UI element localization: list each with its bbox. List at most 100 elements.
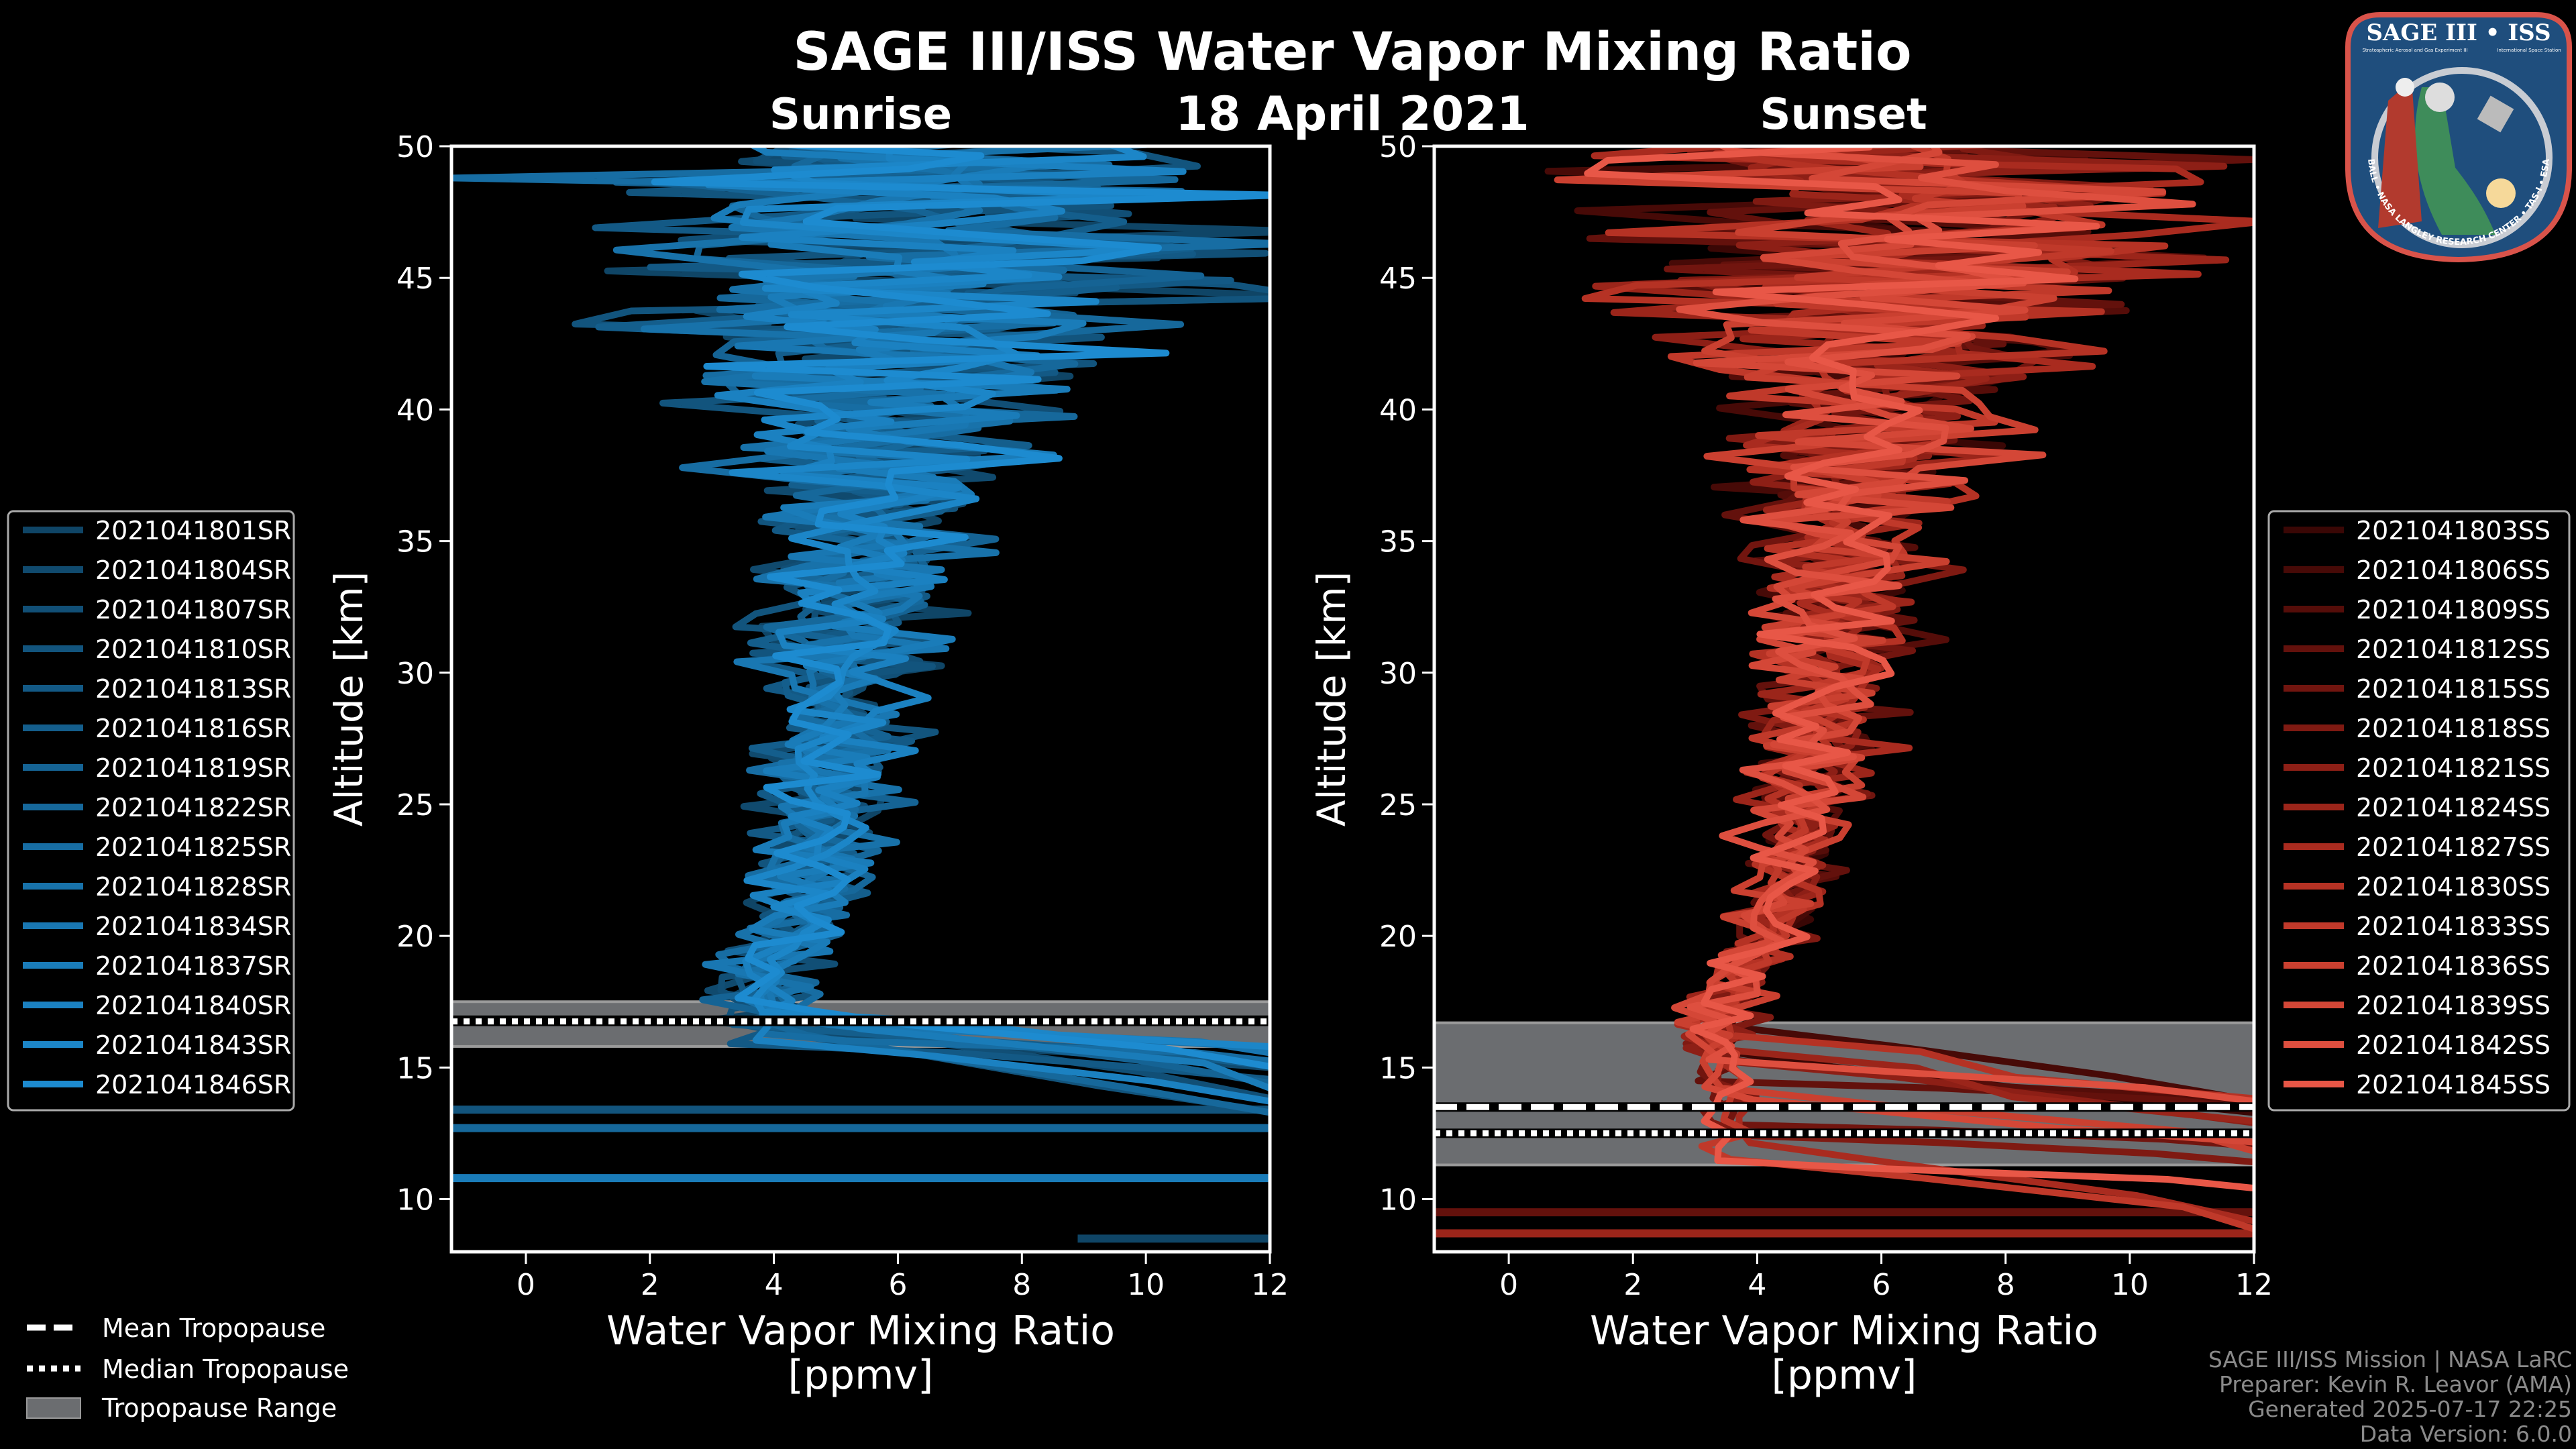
- y-tick-label: 45: [396, 262, 434, 296]
- y-tick-label: 35: [396, 525, 434, 559]
- y-tick-label: 25: [396, 788, 434, 822]
- legend-label: 2021041845SS: [2356, 1070, 2551, 1099]
- y-tick-label: 30: [396, 657, 434, 691]
- x-tick-label: 8: [1996, 1268, 2015, 1302]
- x-tick-label: 4: [765, 1268, 784, 1302]
- tropopause-range-swatch: [26, 1397, 81, 1419]
- y-axis-label: Altitude [km]: [1309, 572, 1354, 826]
- legend-label: 2021041843SR: [95, 1030, 291, 1060]
- x-axis-label: Water Vapor Mixing Ratio: [606, 1307, 1115, 1354]
- legend-label: 2021041819SR: [95, 753, 291, 783]
- panel-title-sunset: Sunset: [1760, 90, 1927, 140]
- y-tick-label: 40: [1379, 393, 1417, 427]
- logo-station: International Space Station: [2497, 48, 2561, 53]
- legend-sunset: 2021041803SS 2021041806SS 2021041809SS 2021…: [2267, 510, 2571, 1112]
- logo-title: SAGE III • ISS: [2366, 19, 2551, 46]
- plot-area: [1434, 146, 2254, 1238]
- axes-frame: [449, 144, 1272, 1254]
- legend-label: 2021041804SR: [95, 555, 291, 585]
- y-tick-label: 45: [1379, 262, 1417, 296]
- y-tick-label: 15: [396, 1051, 434, 1085]
- y-tick-label: 30: [1379, 657, 1417, 691]
- y-tick-label: 10: [396, 1183, 434, 1218]
- profile-line-2021041839SS: [1671, 146, 2254, 1146]
- footer-preparer: Preparer: Kevin R. Leavor (AMA): [2219, 1371, 2572, 1397]
- legend-label: 2021041840SR: [95, 991, 291, 1020]
- legend-label: 2021041809SS: [2356, 595, 2551, 625]
- legend-label: 2021041813SR: [95, 674, 291, 704]
- legend-label: 2021041816SR: [95, 714, 291, 743]
- legend-label: 2021041815SS: [2356, 674, 2551, 704]
- y-tick-label: 20: [396, 920, 434, 954]
- profile-line-2021041845SS: [1584, 146, 2254, 1192]
- legend-label: 2021041836SS: [2356, 951, 2551, 981]
- footer-data-version: Data Version: 6.0.0: [2360, 1421, 2572, 1447]
- legend-box: [7, 510, 295, 1112]
- footer-credits: SAGE III/ISS Mission | NASA LaRC Prepare…: [2208, 1346, 2572, 1447]
- x-axis-unit-label: [ppmv]: [788, 1352, 934, 1399]
- panel-sunrise: 0 2 4 6 8 10 12 10 15 20 25 30 35 40 45 50 Water Vapor M…: [7, 130, 1289, 1399]
- median-tropopause-label: Median Tropopause: [102, 1354, 349, 1384]
- legend-label: 2021041839SS: [2356, 991, 2551, 1020]
- profile-line-2021041843SR: [729, 146, 1270, 1051]
- y-tick-label: 35: [1379, 525, 1417, 559]
- x-tick-label: 8: [1012, 1268, 1031, 1302]
- x-tick-label: 6: [1872, 1268, 1891, 1302]
- y-tick-label: 15: [1379, 1051, 1417, 1085]
- legend-label: 2021041812SS: [2356, 635, 2551, 664]
- y-tick-label: 10: [1379, 1183, 1417, 1218]
- legend-label: 2021041833SS: [2356, 912, 2551, 941]
- date-label: 18 April 2021: [1175, 87, 1529, 142]
- legend-label: 2021041842SS: [2356, 1030, 2551, 1060]
- legend-box: [2267, 510, 2571, 1112]
- legend-label: 2021041807SR: [95, 595, 291, 625]
- x-tick-label: 12: [1251, 1268, 1289, 1302]
- legend-label: 2021041818SS: [2356, 714, 2551, 743]
- panel-title-sunrise: Sunrise: [769, 90, 952, 140]
- legend-label: 2021041827SS: [2356, 833, 2551, 862]
- axes-frame: [1432, 144, 2256, 1254]
- legend-label: 2021041825SR: [95, 833, 291, 862]
- y-axis-label: Altitude [km]: [326, 572, 372, 826]
- profile-line-2021041801SR: [604, 146, 1270, 1069]
- legend-label: 2021041821SS: [2356, 753, 2551, 783]
- y-tick-label: 50: [396, 130, 434, 164]
- profile-line-2021041846SR: [651, 146, 1270, 1070]
- legend-label: 2021041830SS: [2356, 872, 2551, 902]
- legend-label: 2021041824SS: [2356, 793, 2551, 822]
- x-axis-label: Water Vapor Mixing Ratio: [1590, 1307, 2098, 1354]
- x-tick-label: 4: [1748, 1268, 1766, 1302]
- panel-sunset: 0 2 4 6 8 10 12 10 15 20 25 30 35 40 45 50 Water Vapor M…: [1309, 130, 2571, 1399]
- footer-mission: SAGE III/ISS Mission | NASA LaRC: [2208, 1346, 2572, 1373]
- x-tick-label: 10: [1127, 1268, 1165, 1302]
- legend-label: 2021041834SR: [95, 912, 291, 941]
- x-tick-label: 2: [641, 1268, 659, 1302]
- x-tick-label: 2: [1623, 1268, 1642, 1302]
- legend-label: 2021041837SR: [95, 951, 291, 981]
- y-tick-label: 25: [1379, 788, 1417, 822]
- y-tick-label: 20: [1379, 920, 1417, 954]
- logo-subtitle: Stratospheric Aerosol and Gas Experiment…: [2362, 48, 2467, 53]
- x-tick-label: 0: [517, 1268, 535, 1302]
- tropopause-range-label: Tropopause Range: [101, 1393, 337, 1423]
- legend-label: 2021041828SR: [95, 872, 291, 902]
- plot-area: [451, 146, 1270, 1243]
- legend-sunrise: 2021041801SR 2021041804SR 2021041807SR 2021…: [7, 510, 295, 1112]
- mean-tropopause-label: Mean Tropopause: [102, 1313, 325, 1343]
- legend-label: 2021041810SR: [95, 635, 291, 664]
- y-tick-label: 50: [1379, 130, 1417, 164]
- x-axis-unit-label: [ppmv]: [1772, 1352, 1917, 1399]
- legend-label: 2021041846SR: [95, 1070, 291, 1099]
- sage-iii-iss-mission-logo: SAGE III • ISS Stratospheric Aerosol and…: [2345, 12, 2572, 263]
- x-tick-label: 10: [2111, 1268, 2149, 1302]
- x-tick-label: 6: [888, 1268, 907, 1302]
- legend-label: 2021041803SS: [2356, 516, 2551, 545]
- legend-label: 2021041806SS: [2356, 555, 2551, 585]
- x-tick-label: 0: [1499, 1268, 1518, 1302]
- legend-label: 2021041822SR: [95, 793, 291, 822]
- legend-label: 2021041801SR: [95, 516, 291, 545]
- y-tick-label: 40: [396, 393, 434, 427]
- tropopause-key-legend: Mean Tropopause Median Tropopause Tropop…: [26, 1313, 349, 1423]
- footer-generated: Generated 2025-07-17 22:25: [2248, 1396, 2572, 1422]
